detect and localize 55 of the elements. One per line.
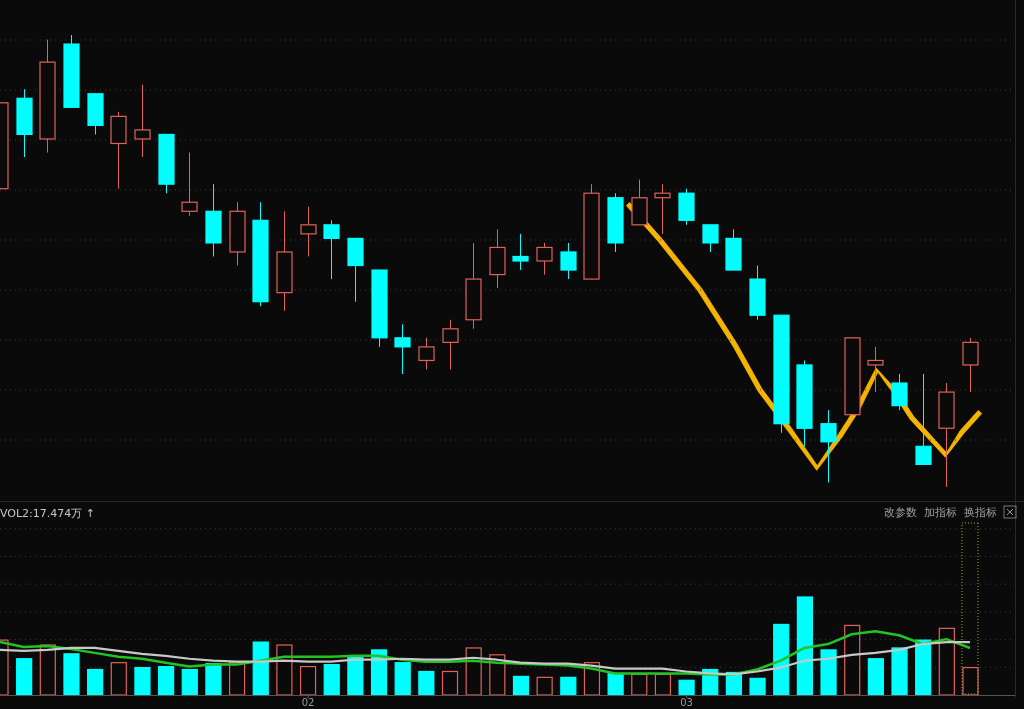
bar [867, 658, 884, 696]
bar [87, 668, 104, 696]
candlestick [394, 323, 411, 375]
text: 换指标 [963, 506, 997, 519]
bar [631, 673, 648, 696]
bar [820, 649, 837, 696]
bar [181, 668, 198, 696]
bar [560, 676, 577, 696]
bar [252, 641, 269, 696]
candlestick [300, 206, 317, 257]
bar [654, 673, 672, 696]
candlestick [323, 219, 340, 280]
bar [158, 665, 175, 696]
bar [773, 623, 790, 696]
candlestick [442, 319, 459, 370]
text: 加指标 [923, 506, 957, 519]
x-tick-label: 03 [680, 697, 693, 708]
candlestick [962, 337, 979, 393]
bar [347, 656, 364, 696]
candlestick [560, 242, 577, 280]
bar [891, 647, 908, 696]
bar [678, 679, 695, 696]
x-tick-label: 02 [301, 697, 315, 708]
bar [441, 670, 459, 696]
candlestick [536, 242, 553, 276]
bar [536, 676, 553, 696]
candlestick [867, 346, 884, 393]
bar [962, 666, 979, 696]
candlestick [134, 84, 151, 158]
text: VOL2:17.474万 ↑ [0, 507, 96, 520]
bar [110, 662, 127, 696]
bar [607, 672, 624, 696]
bar [16, 658, 33, 696]
bar [276, 644, 293, 696]
bar [299, 665, 317, 696]
candlestick [844, 337, 861, 416]
candlestick [915, 373, 932, 465]
candlestick [702, 224, 719, 253]
candlestick [820, 409, 837, 483]
bar [394, 662, 411, 696]
bar [465, 647, 482, 696]
bar [418, 670, 435, 696]
bar [323, 664, 340, 696]
bar [796, 596, 813, 696]
bar [915, 639, 932, 696]
bar [134, 666, 151, 696]
candlestick [418, 337, 435, 370]
bar [205, 663, 222, 696]
bar [938, 627, 955, 696]
bar [512, 675, 530, 696]
bar [844, 624, 861, 696]
text: 改参数 [883, 506, 917, 519]
bar [749, 677, 766, 696]
candlestick [891, 373, 908, 411]
bar [63, 653, 80, 696]
